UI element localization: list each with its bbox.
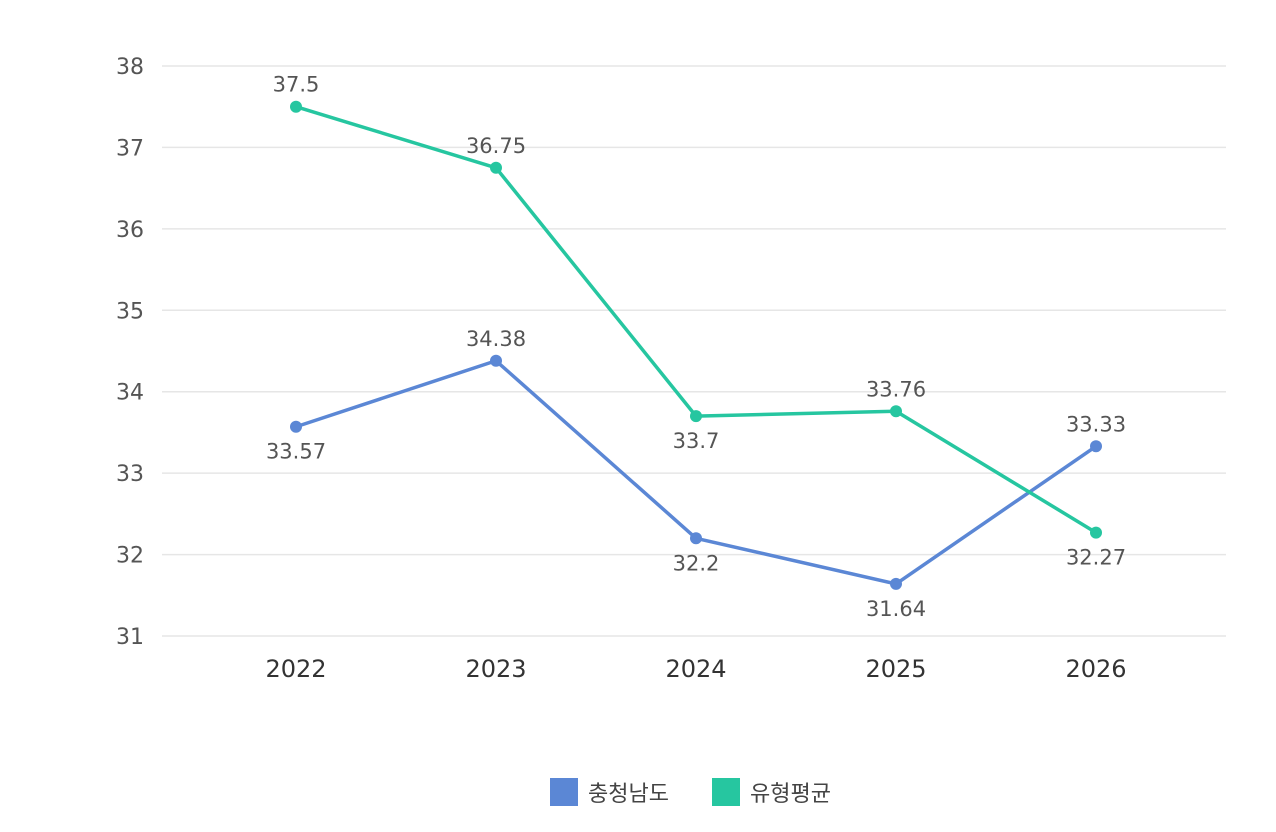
data-labels: 33.57 34.38 32.2 31.64 33.33 37.5 36.75 33.7 33.…: [266, 73, 1126, 621]
grid-lines: [162, 65, 1226, 637]
x-axis-ticks: 2022 2023 2024 2025 2026: [265, 655, 1126, 683]
data-point: [690, 532, 702, 545]
data-point: [290, 100, 302, 113]
data-point: [490, 161, 502, 174]
x-tick-label: 2022: [265, 655, 326, 683]
series-line-1: [295, 105, 1097, 535]
x-tick-label: 2024: [665, 655, 726, 683]
data-label: 33.33: [1066, 412, 1126, 436]
legend-swatch: [550, 778, 578, 806]
y-tick-label: 34: [116, 381, 144, 406]
data-label: 34.38: [466, 327, 526, 351]
data-label: 37.5: [273, 73, 320, 97]
data-point: [890, 405, 902, 418]
y-tick-label: 37: [116, 136, 144, 161]
data-point: [490, 354, 502, 367]
y-tick-label: 33: [116, 462, 144, 487]
data-point: [890, 577, 902, 590]
data-label: 36.75: [466, 134, 526, 158]
data-label: 33.57: [266, 440, 326, 464]
y-tick-label: 35: [116, 299, 144, 324]
y-tick-label: 31: [116, 625, 144, 650]
legend-label: 유형평균: [750, 782, 831, 807]
data-point: [690, 410, 702, 423]
legend-swatch: [712, 778, 740, 806]
data-label: 31.64: [866, 597, 926, 621]
series-group: [290, 100, 1102, 590]
legend-label: 충청남도: [588, 782, 669, 807]
data-point: [1090, 440, 1102, 453]
data-point: [1090, 526, 1102, 539]
data-label: 32.27: [1066, 546, 1126, 570]
x-tick-label: 2025: [865, 655, 926, 683]
data-label: 33.7: [673, 429, 720, 453]
y-tick-label: 36: [116, 218, 144, 243]
data-point: [290, 420, 302, 433]
y-tick-label: 32: [116, 544, 144, 569]
data-label: 33.76: [866, 377, 926, 401]
x-tick-label: 2026: [1065, 655, 1126, 683]
y-axis-ticks: 31 32 33 34 35 36 37 38: [116, 55, 144, 650]
legend: 충청남도 유형평균: [550, 778, 831, 807]
y-tick-label: 38: [116, 55, 144, 80]
data-label: 32.2: [673, 551, 720, 575]
x-tick-label: 2023: [465, 655, 526, 683]
